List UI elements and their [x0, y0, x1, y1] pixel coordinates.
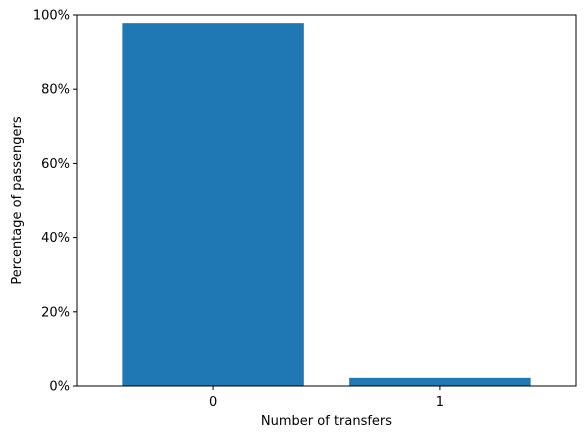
x-tick-label: 0 [209, 395, 217, 410]
bars-group [122, 23, 531, 387]
y-tick-label: 40% [41, 231, 70, 246]
y-axis-label: Percentage of passengers [10, 116, 25, 285]
y-tick-label: 20% [41, 305, 70, 320]
bar-0 [122, 23, 304, 387]
plot-frame [76, 14, 577, 387]
y-tick-label: 60% [41, 157, 70, 172]
bar-1 [349, 377, 531, 386]
y-tick-label: 0% [49, 380, 70, 395]
y-axis: 0% 20% 40% 60% 80% 100% [33, 9, 77, 395]
x-axis-label: Number of transfers [261, 414, 392, 429]
y-tick-label: 100% [33, 9, 70, 24]
y-tick-label: 80% [41, 83, 70, 98]
x-tick-label: 1 [436, 395, 444, 410]
